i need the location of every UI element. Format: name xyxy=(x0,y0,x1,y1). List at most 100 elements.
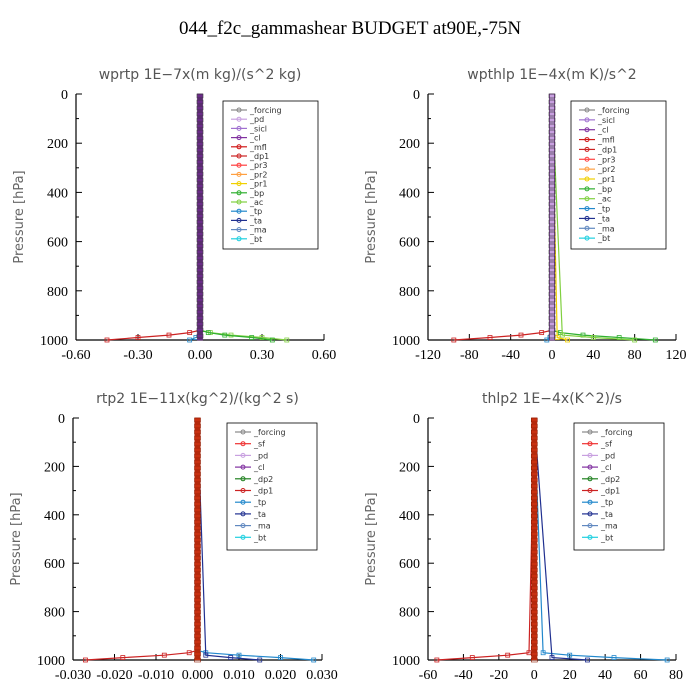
zero-profile-marker xyxy=(194,531,201,537)
data-point xyxy=(549,655,555,660)
legend: _forcing _sf _pd _cl _dp2 _dp1 _tp _ta _ma _bt xyxy=(573,422,665,551)
zero-profile-marker xyxy=(530,483,538,489)
legend: _forcing_pd_sicl_cl_mfl_dp1_pr3_pr2_pr1_… xyxy=(222,100,319,250)
x-tick-label: -80 xyxy=(460,348,479,363)
zero-profile-marker xyxy=(194,603,201,609)
y-tick-label: 1000 xyxy=(40,334,68,349)
data-point xyxy=(104,337,110,343)
zero-profile-marker xyxy=(530,609,538,615)
chart-panel-2: wpthlp 1E−4x(m K)/s^2 Pressure [hPa] 0 200 4… xyxy=(364,67,687,363)
zero-profile-marker xyxy=(196,237,204,243)
zero-profile-marker xyxy=(530,555,538,561)
data-point xyxy=(567,652,573,658)
legend-label: _dp1 xyxy=(253,487,273,496)
legend-label: _pd xyxy=(253,451,268,460)
legend-marker xyxy=(236,162,242,168)
legend-label: _cl xyxy=(249,134,261,143)
zero-profile-marker xyxy=(196,147,204,153)
zero-profile-marker xyxy=(196,297,204,303)
zero-profile-marker xyxy=(196,249,204,255)
zero-profile-marker xyxy=(196,99,204,105)
zero-profile-marker xyxy=(530,453,538,459)
zero-profile-marker xyxy=(548,279,556,285)
zero-profile-marker xyxy=(548,213,556,219)
data-point xyxy=(166,332,172,338)
zero-profile-marker xyxy=(530,495,538,501)
zero-profile-marker xyxy=(548,249,556,255)
series-line-dp1 xyxy=(453,94,553,341)
zero-profile-marker xyxy=(194,423,201,429)
zero-profile-marker xyxy=(194,555,201,561)
zero-profile-marker xyxy=(530,417,538,423)
x-tick-label: 80 xyxy=(628,348,642,363)
zero-profile-marker xyxy=(548,237,556,243)
legend-marker xyxy=(584,176,590,182)
zero-profile-marker xyxy=(548,93,556,99)
zero-profile-marker xyxy=(548,135,556,141)
x-tick-label: -0.020 xyxy=(96,668,132,683)
y-tick-label: 800 xyxy=(44,606,65,621)
y-axis-label: Pressure [hPa] xyxy=(364,492,379,585)
legend-marker xyxy=(587,441,593,447)
legend-label: _bt xyxy=(600,533,613,542)
legend-label: _ta xyxy=(249,216,262,225)
data-point xyxy=(505,652,511,658)
legend-label: _ta xyxy=(253,510,266,519)
zero-profile-marker xyxy=(548,321,556,327)
y-tick-label: 0 xyxy=(413,412,420,427)
zero-profile-marker xyxy=(548,261,556,267)
legend-label: _forcing xyxy=(597,106,630,115)
zero-profile-marker xyxy=(548,117,556,123)
data-point xyxy=(434,657,440,663)
zero-profile-marker xyxy=(196,231,204,237)
zero-profile-marker xyxy=(194,651,201,657)
zero-profile-marker xyxy=(548,147,556,153)
data-point xyxy=(161,652,167,658)
zero-profile-marker xyxy=(196,213,204,219)
legend-label: _sf xyxy=(253,440,265,449)
panel-title: wpthlp 1E−4x(m K)/s^2 xyxy=(467,67,636,83)
zero-profile-marker xyxy=(194,447,201,453)
zero-profile-marker xyxy=(196,177,204,183)
zero-profile-marker xyxy=(548,219,556,225)
legend-label: _sicl xyxy=(249,124,267,133)
y-tick-label: 600 xyxy=(47,236,68,251)
zero-profile-marker xyxy=(530,441,538,447)
chart-panel-3: rtp2 1E−11x(kg^2)/(kg^2 s) Pressure [hPa]… xyxy=(9,391,338,683)
zero-profile-marker xyxy=(548,327,556,333)
legend-label: _bt xyxy=(253,533,266,542)
zero-profile-marker xyxy=(530,645,538,651)
y-tick-label: 200 xyxy=(399,137,420,152)
legend-marker xyxy=(587,476,593,482)
legend-marker xyxy=(240,534,246,540)
x-tick-label: 0.60 xyxy=(312,348,337,363)
legend-marker xyxy=(584,215,590,221)
zero-profile-marker xyxy=(196,207,204,213)
zero-profile-marker xyxy=(548,195,556,201)
zero-profile-marker xyxy=(548,123,556,129)
legend-marker xyxy=(240,511,246,517)
zero-profile-marker xyxy=(194,459,201,465)
legend-marker xyxy=(587,429,593,435)
legend-marker xyxy=(236,135,242,141)
x-tick-label: 0 xyxy=(531,668,538,683)
zero-profile-marker xyxy=(196,321,204,327)
zero-profile-marker xyxy=(196,171,204,177)
legend-label: _dp1 xyxy=(249,152,269,161)
legend-label: _pr2 xyxy=(249,170,267,179)
zero-profile-marker xyxy=(530,597,538,603)
legend-marker xyxy=(584,206,590,212)
zero-profile-marker xyxy=(196,195,204,201)
x-tick-label: 0 xyxy=(549,348,556,363)
zero-profile-marker xyxy=(194,453,201,459)
legend-label: _pr2 xyxy=(597,165,615,174)
legend-label: _ma xyxy=(253,522,271,531)
y-tick-label: 800 xyxy=(399,606,420,621)
zero-profile-marker xyxy=(194,537,201,543)
series-line-ta xyxy=(196,417,260,661)
zero-profile-marker xyxy=(548,315,556,321)
zero-profile-marker xyxy=(530,657,538,663)
zero-profile-marker xyxy=(530,543,538,549)
data-point xyxy=(451,337,457,343)
legend-label: _forcing xyxy=(249,106,282,115)
